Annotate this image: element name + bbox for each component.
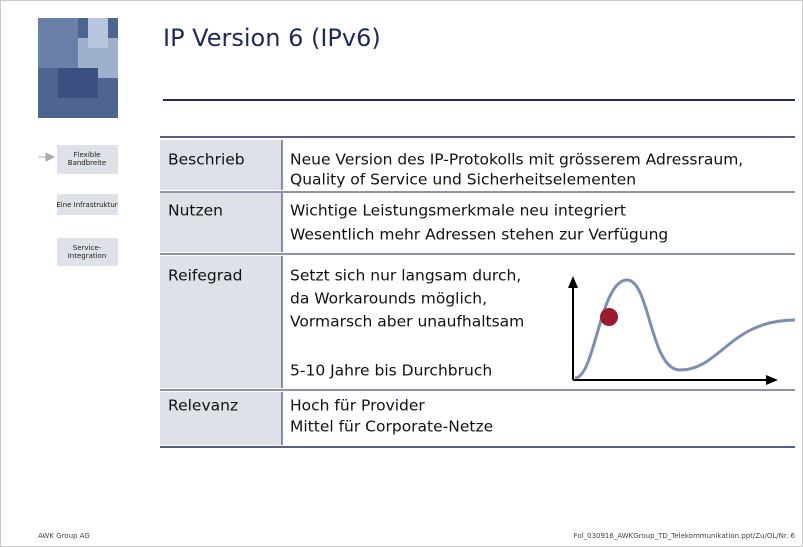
cell-text: Neue Version des IP-Protokolls mit gröss… xyxy=(290,151,743,169)
cell-text: 5-10 Jahre bis Durchbruch xyxy=(290,362,492,380)
row-label: Beschrieb xyxy=(168,151,245,169)
label-cell xyxy=(160,140,282,190)
row-label: Relevanz xyxy=(168,397,238,415)
cell-text: da Workarounds möglich, xyxy=(290,290,487,308)
nav-label[interactable]: Service-Integration xyxy=(68,244,107,260)
label-cell xyxy=(160,392,282,445)
cell-text: Mittel für Corporate-Netze xyxy=(290,418,493,436)
cell-text: Wesentlich mehr Adressen stehen zur Verf… xyxy=(290,226,668,244)
nav-arrow xyxy=(38,152,56,162)
cell-text: Wichtige Leistungsmerkmale neu integrier… xyxy=(290,202,626,220)
footer-left: AWK Group AG xyxy=(38,532,90,540)
label-cell xyxy=(160,256,282,388)
label-cell xyxy=(160,193,282,252)
cell-text: Vormarsch aber unaufhaltsam xyxy=(290,313,524,331)
nav-label[interactable]: Eine Infrastruktur xyxy=(56,201,117,209)
maturity-chart xyxy=(568,276,796,385)
footer-right: Fol_030916_AWKGroup_TD_Telekommunikation… xyxy=(574,532,796,540)
nav-box xyxy=(57,238,118,266)
nav-label[interactable]: Flexible Bandbreite xyxy=(68,151,106,167)
row-label: Nutzen xyxy=(168,202,223,220)
cell-text: Hoch für Provider xyxy=(290,397,425,415)
cell-text: Quality of Service und Sicherheitselemen… xyxy=(290,171,636,189)
nav-box xyxy=(57,145,118,174)
title: IP Version 6 (IPv6) xyxy=(163,24,381,52)
nav-box xyxy=(57,194,118,215)
logo xyxy=(38,18,118,118)
table: Beschrieb Neue Version des IP-Protokolls … xyxy=(160,136,795,448)
cell-text: Setzt sich nur langsam durch, xyxy=(290,267,521,285)
row-label: Reifegrad xyxy=(168,267,242,285)
